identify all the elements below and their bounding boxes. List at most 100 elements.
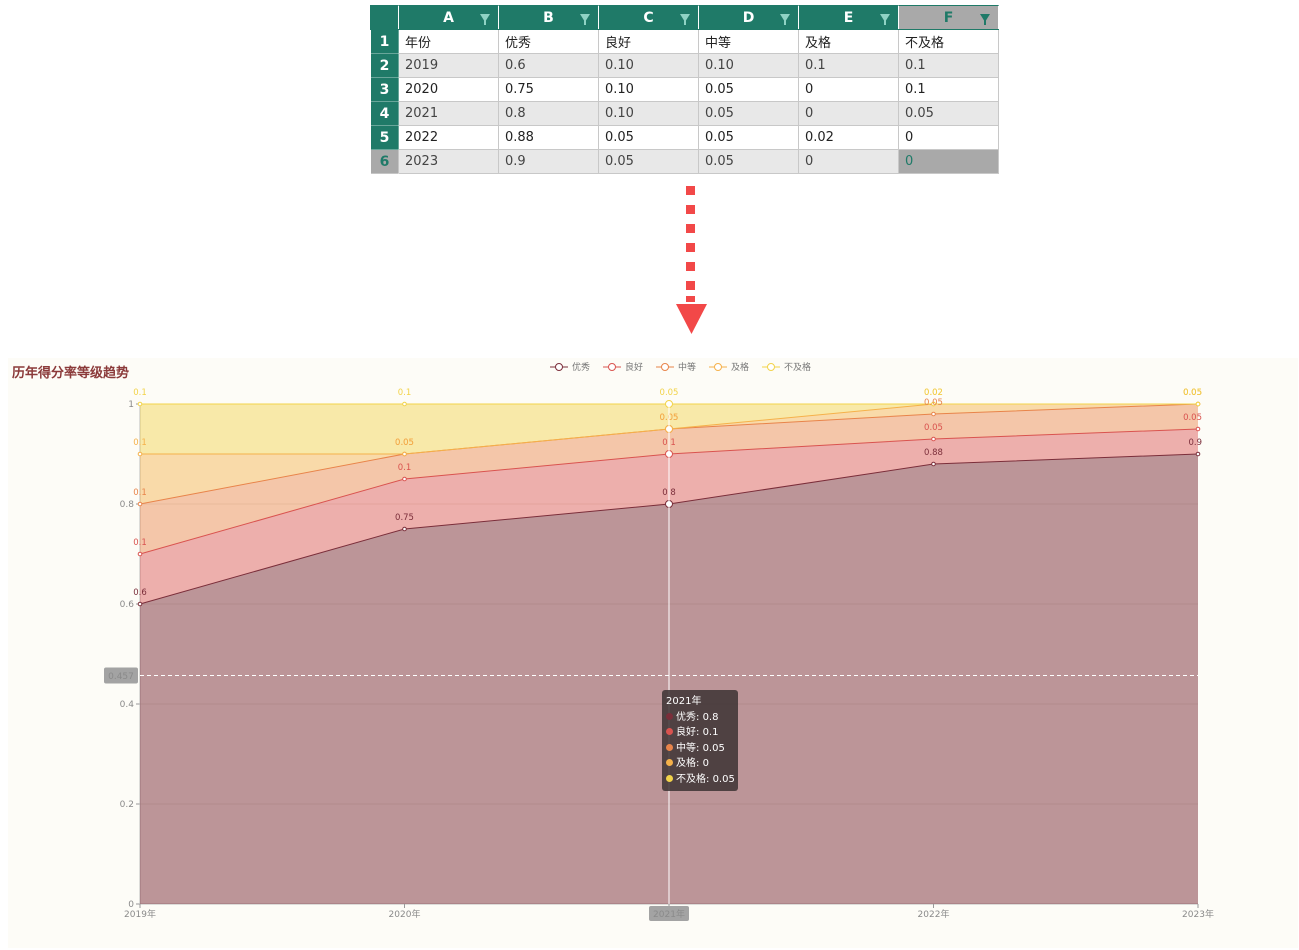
sheet-cell[interactable]: 0.05 <box>598 149 699 174</box>
sheet-cell[interactable]: 0 <box>898 149 999 174</box>
table-row: 3 2020 0.75 0.10 0.05 0 0.1 <box>370 77 999 102</box>
tooltip-series-name: 不及格 <box>676 773 706 785</box>
sheet-cell[interactable]: 0 <box>898 125 999 150</box>
tooltip-series-value: 0.1 <box>702 727 719 738</box>
sheet-cell[interactable]: 0.10 <box>598 53 699 78</box>
data-point[interactable] <box>137 601 143 607</box>
data-point[interactable] <box>402 451 407 457</box>
data-point[interactable] <box>137 451 143 457</box>
row-number[interactable]: 2 <box>370 53 399 78</box>
column-header-c[interactable]: C <box>598 5 699 30</box>
sheet-cell[interactable]: 2019 <box>398 53 499 78</box>
data-label: 0.05 <box>1183 413 1202 423</box>
filter-icon[interactable] <box>780 14 790 25</box>
data-label: 0.1 <box>398 463 412 473</box>
y-tick-label: 0.2 <box>120 800 134 810</box>
legend-item-label: 不及格 <box>784 361 811 373</box>
table-row: 4 2021 0.8 0.10 0.05 0 0.05 <box>370 101 999 126</box>
sheet-cell[interactable]: 0.8 <box>498 101 599 126</box>
data-label: 0.05 <box>395 438 414 448</box>
data-label: 0.05 <box>395 438 414 448</box>
chart-panel: 历年得分率等级趋势 0 0.2 0.4 0.6 0.8 1 0.6 0.75 0.8 0.88 0.… <box>8 358 1298 948</box>
row-number[interactable]: 5 <box>370 125 399 150</box>
sheet-cell[interactable]: 0.1 <box>898 77 999 102</box>
data-point[interactable] <box>137 501 143 507</box>
sheet-cell[interactable]: 0.6 <box>498 53 599 78</box>
sheet-cell[interactable]: 0.05 <box>698 125 799 150</box>
data-point[interactable] <box>402 476 407 482</box>
down-arrow-icon <box>676 186 707 334</box>
row-number[interactable]: 1 <box>370 29 399 54</box>
sheet-cell[interactable]: 年份 <box>398 29 499 54</box>
sheet-cell[interactable]: 0.10 <box>598 77 699 102</box>
series-dot-icon <box>666 743 673 751</box>
sheet-cell[interactable]: 0.05 <box>698 101 799 126</box>
data-point[interactable] <box>931 436 936 442</box>
sheet-cell[interactable]: 中等 <box>698 29 799 54</box>
row-number[interactable]: 6 <box>370 149 399 174</box>
filter-icon[interactable] <box>580 14 590 25</box>
data-point[interactable] <box>137 551 143 557</box>
sheet-cell[interactable]: 0.88 <box>498 125 599 150</box>
sheet-cell[interactable]: 0.05 <box>698 77 799 102</box>
legend-marker-icon[interactable] <box>661 363 669 371</box>
legend-marker-icon[interactable] <box>608 363 616 371</box>
sheet-cell[interactable]: 0.9 <box>498 149 599 174</box>
x-tick-label: 2020年 <box>389 908 421 920</box>
row-number[interactable]: 4 <box>370 101 399 126</box>
sheet-cell[interactable]: 0.1 <box>898 53 999 78</box>
filter-icon[interactable] <box>480 14 490 25</box>
filter-icon[interactable] <box>680 14 690 25</box>
sheet-cell[interactable]: 0 <box>798 101 899 126</box>
data-point[interactable] <box>402 401 407 407</box>
sheet-cell[interactable]: 0.05 <box>598 125 699 150</box>
data-point[interactable] <box>402 526 407 532</box>
sheet-cell[interactable]: 0 <box>798 77 899 102</box>
data-point[interactable] <box>931 461 936 467</box>
sheet-cell[interactable]: 0.1 <box>798 53 899 78</box>
series-dot-icon <box>666 774 673 782</box>
filter-icon[interactable] <box>880 14 890 25</box>
sheet-cell[interactable]: 0.75 <box>498 77 599 102</box>
column-header-a[interactable]: A <box>398 5 499 30</box>
sheet-cell[interactable]: 良好 <box>598 29 699 54</box>
select-all-corner[interactable] <box>370 5 399 30</box>
table-row: 5 2022 0.88 0.05 0.05 0.02 0 <box>370 125 999 150</box>
y-tick-label: 0.8 <box>120 500 135 510</box>
legend-marker-icon[interactable] <box>555 363 563 371</box>
filter-icon[interactable] <box>980 14 990 25</box>
data-label: 0.02 <box>924 388 943 398</box>
column-header-f[interactable]: F <box>898 5 999 30</box>
data-point[interactable] <box>1195 426 1201 432</box>
column-header-e[interactable]: E <box>798 5 899 30</box>
sheet-cell[interactable]: 0.10 <box>698 53 799 78</box>
sheet-cell[interactable]: 0.05 <box>898 101 999 126</box>
data-point[interactable] <box>1195 451 1201 457</box>
sheet-cell[interactable]: 2021 <box>398 101 499 126</box>
sheet-cell[interactable]: 0 <box>798 149 899 174</box>
tooltip-row: 良好: 0.1 <box>666 725 734 741</box>
row-number[interactable]: 3 <box>370 77 399 102</box>
column-header-d[interactable]: D <box>698 5 799 30</box>
sheet-cell[interactable]: 2020 <box>398 77 499 102</box>
sheet-cell[interactable]: 不及格 <box>898 29 999 54</box>
legend-marker-icon[interactable] <box>767 363 775 371</box>
sheet-cell[interactable]: 2023 <box>398 149 499 174</box>
sheet-cell[interactable]: 及格 <box>798 29 899 54</box>
legend-marker-icon[interactable] <box>714 363 722 371</box>
area-chart[interactable]: 0 0.2 0.4 0.6 0.8 1 0.6 0.75 0.8 0.88 0.9 0.1 0.1 0.1… <box>8 358 1298 948</box>
data-point[interactable] <box>931 411 936 417</box>
data-label: 0.1 <box>398 388 412 398</box>
sheet-cell[interactable]: 0.02 <box>798 125 899 150</box>
sheet-cell[interactable]: 优秀 <box>498 29 599 54</box>
data-point[interactable] <box>931 401 936 407</box>
column-letter: F <box>943 9 954 26</box>
data-point[interactable] <box>1195 401 1201 407</box>
column-header-b[interactable]: B <box>498 5 599 30</box>
sheet-cell[interactable]: 2022 <box>398 125 499 150</box>
sheet-cell[interactable]: 0.10 <box>598 101 699 126</box>
data-point[interactable] <box>137 401 143 407</box>
sheet-cell[interactable]: 0.05 <box>698 149 799 174</box>
legend-item-label: 中等 <box>678 361 696 373</box>
tooltip-series-name: 中等 <box>676 742 696 754</box>
